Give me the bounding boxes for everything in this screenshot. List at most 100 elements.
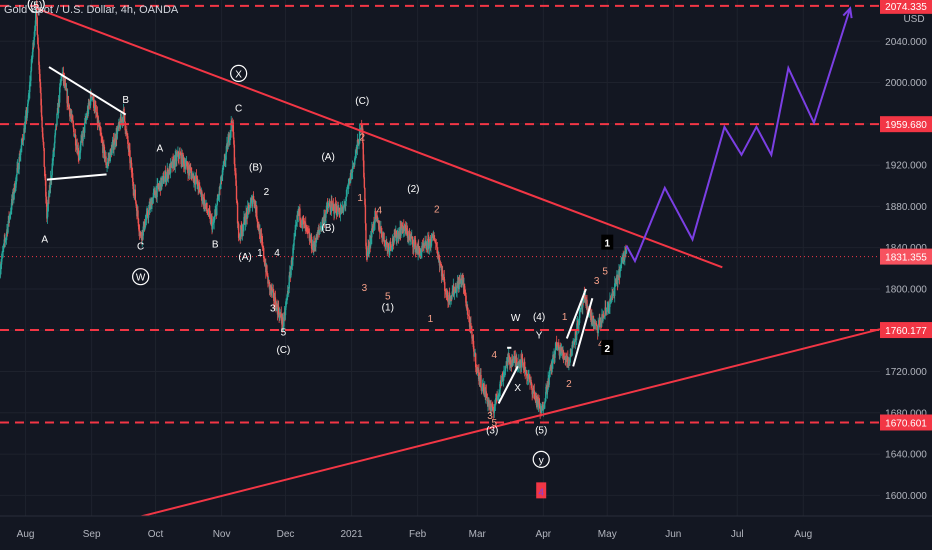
candle-body xyxy=(325,205,328,212)
candle-body xyxy=(26,103,29,113)
candle-body xyxy=(536,400,538,406)
candle-body xyxy=(603,316,606,318)
candle-body xyxy=(31,51,34,59)
candle-body xyxy=(544,398,547,402)
candle-body xyxy=(614,280,616,284)
wave-label: 4 xyxy=(376,206,382,217)
candle-body xyxy=(510,360,512,365)
wave-label: Y xyxy=(536,330,543,341)
candle-body xyxy=(483,393,485,395)
candle-body xyxy=(201,200,204,202)
candle-body xyxy=(325,211,327,218)
channel-line xyxy=(497,365,519,404)
time-axis[interactable] xyxy=(0,516,880,550)
candle-body xyxy=(455,291,458,293)
candle-body xyxy=(301,217,304,225)
candle-body xyxy=(355,147,358,152)
candle-body xyxy=(93,96,95,108)
candle-body xyxy=(519,363,521,368)
candle-body xyxy=(146,211,149,217)
candle-body xyxy=(331,201,333,204)
candle-body xyxy=(557,346,559,351)
candle-body xyxy=(249,202,252,208)
candle-body xyxy=(86,117,88,119)
candle-body xyxy=(208,209,211,213)
candle-body xyxy=(21,138,24,140)
candle-body xyxy=(374,211,376,224)
candle-body xyxy=(504,366,507,372)
candle-body xyxy=(79,144,82,153)
candle-body xyxy=(163,181,165,184)
candle-body xyxy=(0,258,3,265)
candle-body xyxy=(456,281,459,286)
candle-body xyxy=(186,161,188,167)
candle-body xyxy=(594,321,596,324)
candle-body xyxy=(103,146,106,159)
candle-body xyxy=(527,376,530,379)
candle-body xyxy=(338,210,341,215)
candle-body xyxy=(256,206,258,220)
wave-label: C xyxy=(137,242,144,253)
candle-body xyxy=(375,212,377,217)
wave-label: (3) xyxy=(486,425,498,436)
candle-body xyxy=(392,238,394,243)
candle-body xyxy=(272,289,274,292)
candle-body xyxy=(586,299,588,310)
projection-path xyxy=(625,6,853,264)
candle-body xyxy=(299,220,302,222)
candle-body xyxy=(3,239,5,244)
candle-body xyxy=(508,355,510,358)
candle-body xyxy=(619,266,622,269)
candle-body xyxy=(332,204,335,206)
candle-body xyxy=(390,245,392,249)
candle-body xyxy=(330,201,333,213)
candle-body xyxy=(578,312,581,324)
candle-body xyxy=(205,203,208,210)
candle-body xyxy=(188,165,190,170)
candle-body xyxy=(201,191,203,202)
candle-body xyxy=(531,390,534,395)
candle-body xyxy=(33,36,35,46)
candle-body xyxy=(216,204,218,215)
candle-body xyxy=(393,232,395,243)
candle-body xyxy=(425,241,427,248)
candle-body xyxy=(72,123,75,129)
candle-body xyxy=(420,252,422,258)
candle-body xyxy=(453,291,456,295)
candle-body xyxy=(396,238,398,242)
candle-body xyxy=(129,150,131,164)
candle-body xyxy=(362,143,364,161)
candle-body xyxy=(424,242,426,246)
candle-body xyxy=(355,151,357,157)
candle-body xyxy=(308,233,311,241)
wave-label: (1) xyxy=(382,303,394,314)
candle-body xyxy=(459,280,461,284)
candle-body xyxy=(363,160,365,178)
wave-label: (4) xyxy=(533,312,545,323)
candle-body xyxy=(502,375,505,381)
candle-body xyxy=(620,263,622,267)
candle-body xyxy=(271,290,273,293)
candle-body xyxy=(246,206,249,218)
candle-body xyxy=(465,305,468,309)
candle-body xyxy=(236,199,238,203)
candle-body xyxy=(17,164,19,173)
candle-body xyxy=(72,120,74,124)
candle-body xyxy=(370,235,372,246)
candle-body xyxy=(409,235,411,239)
candle-body xyxy=(118,122,121,125)
candle-body xyxy=(39,73,41,83)
candle-body xyxy=(436,247,439,254)
projection-arrowhead xyxy=(842,6,853,19)
candle-body xyxy=(89,93,92,106)
candle-body xyxy=(416,247,418,251)
candle-body xyxy=(471,331,473,339)
candle-body xyxy=(316,231,319,240)
candle-body xyxy=(162,176,165,184)
candle-body xyxy=(11,198,13,210)
candle-body xyxy=(506,357,509,366)
candle-body xyxy=(520,355,523,368)
candle-body xyxy=(131,173,134,182)
candle-body xyxy=(5,233,8,238)
